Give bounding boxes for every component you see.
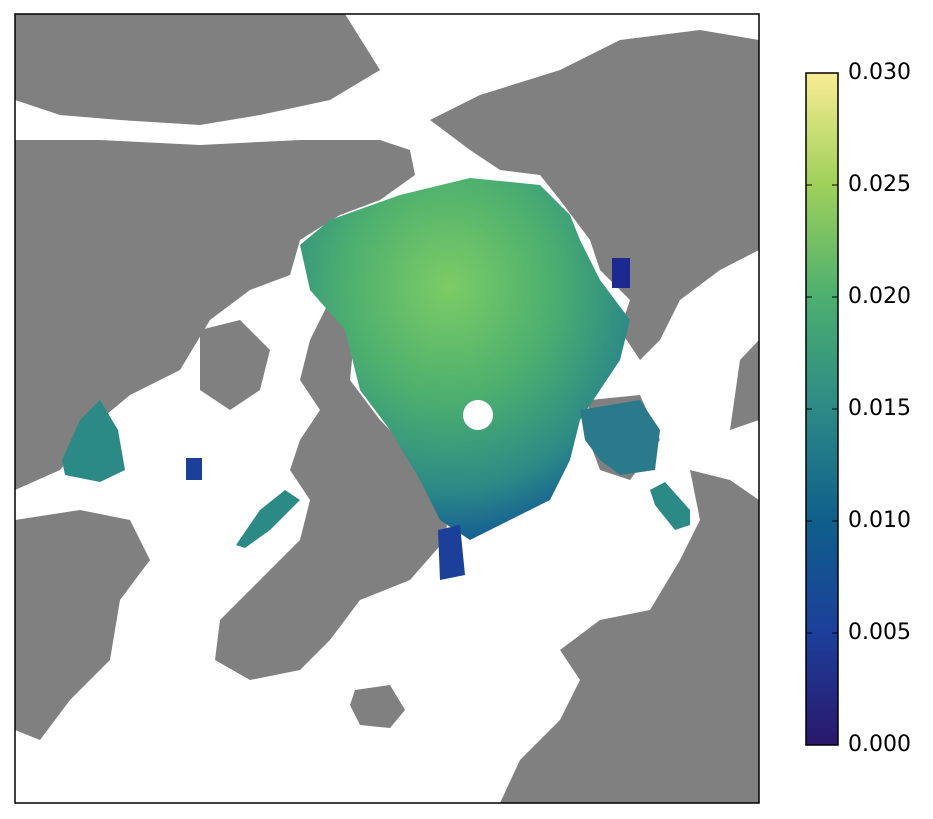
map-frame bbox=[14, 13, 760, 804]
ice-field bbox=[62, 178, 690, 580]
map bbox=[15, 14, 759, 803]
colorbar-tick-label: 0.000 bbox=[848, 732, 911, 757]
colorbar-tick-label: 0.010 bbox=[848, 508, 911, 533]
colorbar-tick-label: 0.025 bbox=[848, 172, 911, 197]
colorbar-tick-label: 0.020 bbox=[848, 284, 911, 309]
colorbar-tick-label: 0.030 bbox=[848, 60, 911, 85]
colorbar-tick-label: 0.015 bbox=[848, 396, 911, 421]
colorbar-tick-label: 0.005 bbox=[848, 620, 911, 645]
